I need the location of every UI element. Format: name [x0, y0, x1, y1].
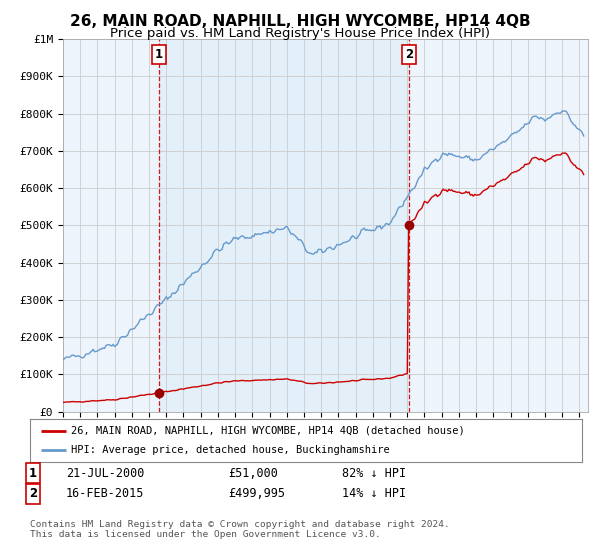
Text: 26, MAIN ROAD, NAPHILL, HIGH WYCOMBE, HP14 4QB (detached house): 26, MAIN ROAD, NAPHILL, HIGH WYCOMBE, HP…: [71, 426, 465, 436]
Text: Contains HM Land Registry data © Crown copyright and database right 2024.
This d: Contains HM Land Registry data © Crown c…: [30, 520, 450, 539]
Text: Price paid vs. HM Land Registry's House Price Index (HPI): Price paid vs. HM Land Registry's House …: [110, 27, 490, 40]
Text: 14% ↓ HPI: 14% ↓ HPI: [342, 487, 406, 501]
Text: 2: 2: [29, 487, 37, 501]
Text: 1: 1: [154, 48, 163, 60]
Bar: [158, 39, 409, 412]
Text: 21-JUL-2000: 21-JUL-2000: [66, 466, 145, 480]
Text: 82% ↓ HPI: 82% ↓ HPI: [342, 466, 406, 480]
Text: £51,000: £51,000: [228, 466, 278, 480]
Text: HPI: Average price, detached house, Buckinghamshire: HPI: Average price, detached house, Buck…: [71, 445, 390, 455]
Text: 16-FEB-2015: 16-FEB-2015: [66, 487, 145, 501]
Text: 26, MAIN ROAD, NAPHILL, HIGH WYCOMBE, HP14 4QB: 26, MAIN ROAD, NAPHILL, HIGH WYCOMBE, HP…: [70, 14, 530, 29]
Text: 2: 2: [405, 48, 413, 60]
Text: 1: 1: [29, 466, 37, 480]
Text: £499,995: £499,995: [228, 487, 285, 501]
